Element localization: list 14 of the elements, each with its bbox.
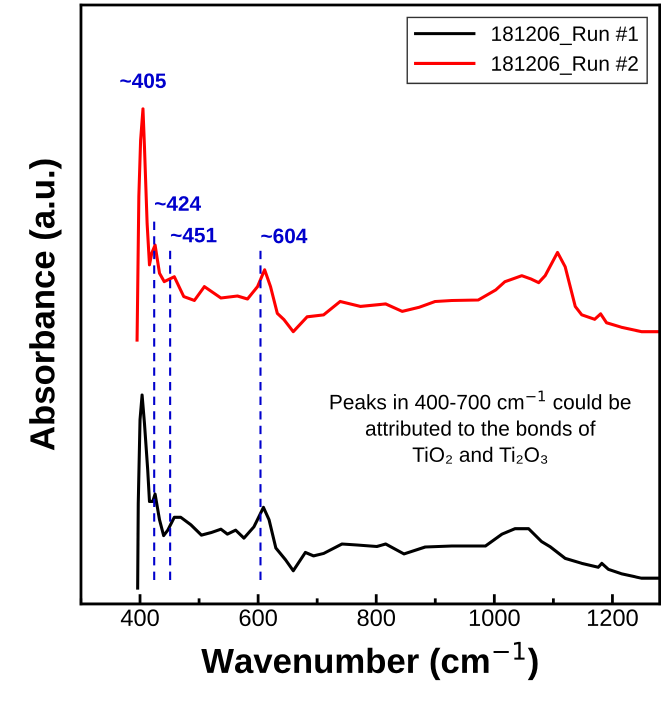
ref-line-label: ~604 xyxy=(261,228,308,244)
x-tick-label: 600 xyxy=(240,609,277,626)
y-axis-title: Absorbance (a.u.) xyxy=(29,160,62,450)
annotation: ~405 xyxy=(120,73,166,88)
legend-label: 181206_Run #1 xyxy=(492,26,638,46)
ref-line-label: ~451 xyxy=(170,228,216,242)
annotation: Peaks in 400-700 cm$^{−1}$ could be attributed to the bonds of TiO₂ and Ti₂O₃ xyxy=(330,390,631,464)
x-tick-label: 800 xyxy=(358,609,396,626)
x-tick-label: 1200 xyxy=(588,609,638,626)
legend-label: 181206_Run #2 xyxy=(492,56,638,75)
x-tick-label: 400 xyxy=(120,609,159,626)
ref-line-label: ~424 xyxy=(155,196,202,211)
x-axis-title: Wavenumber (cm$^{−1}$) xyxy=(201,642,538,680)
x-tick-label: 1000 xyxy=(470,609,520,626)
